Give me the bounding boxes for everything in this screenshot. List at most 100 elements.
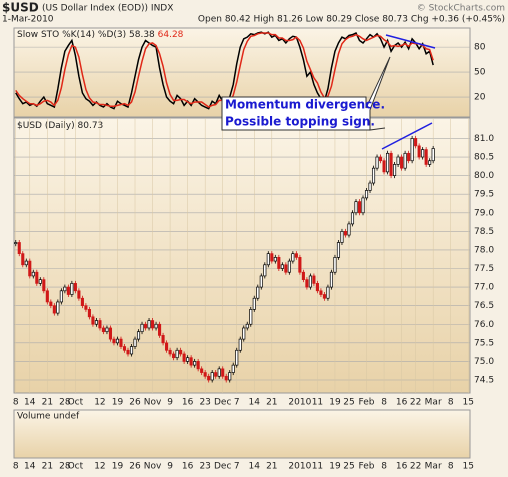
candle [410,138,414,162]
candle [175,349,179,359]
y-tick-label: 80.5 [474,153,494,163]
x-tick-label: 19 [329,462,341,472]
candle [284,264,288,273]
candle [77,290,81,299]
x-tick-label: 22 [410,462,421,472]
candle [136,331,141,340]
x-tick-label: 7 [234,398,240,408]
y-tick-label: 80 [474,43,486,53]
candle [122,346,127,351]
candle [379,156,383,162]
candle [263,264,267,277]
volume-label: Volume undef [17,412,80,422]
x-tick-label: 25 [343,462,354,472]
candle [333,257,337,273]
candle [189,357,193,366]
y-tick-label: 75.5 [474,338,494,348]
candle [91,316,95,325]
candle [35,271,39,284]
candle [154,323,158,329]
candle [364,190,369,199]
candle [207,375,211,381]
title: $USD [2,1,39,15]
candle [98,320,102,329]
candle [147,320,151,329]
x-tick-label: Mar [425,398,442,408]
y-tick-label: 20 [474,93,486,103]
x-tick-label: 26 [129,462,141,472]
candle [386,152,390,173]
source: © StockCharts.com [417,4,505,14]
x-tick-label: 21 [266,398,277,408]
candle [403,152,407,169]
candle [343,230,348,236]
candle [277,257,281,269]
y-tick-label: 76.5 [474,301,494,311]
candle [256,286,260,299]
x-tick-label: 14 [24,398,36,408]
candle [361,197,365,214]
candle [38,279,42,284]
candle [161,335,165,344]
candle [101,327,105,333]
candle [354,201,358,214]
candle [319,290,323,295]
candle [14,242,18,245]
x-tick-label: 22 [410,398,421,408]
candle [224,375,228,381]
candle [56,301,60,314]
candle [273,257,277,262]
candle [228,372,232,381]
candle [421,149,425,158]
trend-line [381,122,433,150]
candle [259,275,263,288]
candle [326,286,330,299]
x-tick-label: Dec [214,398,231,408]
candle [21,253,25,266]
stoch-legend-label: Slow STO %K(14) %D(3) [17,30,126,40]
candle [186,357,190,362]
candle [242,327,246,340]
candle [357,201,362,214]
x-tick-label: 8 [448,398,454,408]
candle [105,327,109,333]
candle [24,260,28,266]
candle [115,338,120,344]
candle [63,286,67,292]
candle [200,368,204,373]
candle [375,156,379,169]
candle [312,275,316,284]
x-tick-label: 12 [94,398,105,408]
candle [414,138,418,147]
candle [158,323,162,336]
x-tick-label: 16 [396,398,408,408]
x-tick-label: 8 [448,462,454,472]
x-tick-label: 14 [249,462,261,472]
candle [287,260,291,273]
candle [382,160,386,173]
subtitle: (US Dollar Index (EOD)) INDX [42,4,173,14]
candle [80,297,84,307]
candle [45,290,49,303]
candle [94,320,98,325]
candle [17,242,21,254]
candle [336,242,341,258]
candle [400,156,404,169]
candle [52,305,56,314]
y-tick-label: 81.0 [474,134,494,144]
candle [196,361,200,370]
candle [172,353,176,359]
x-tick-label: Oct [68,398,84,408]
x-tick-label: 7 [234,462,240,472]
x-tick-label: Oct [68,462,84,472]
candle [119,338,123,347]
candle [371,167,376,184]
candle [393,164,397,176]
x-tick-label: 16 [182,398,194,408]
candle [49,301,53,307]
price-last: 80.73 [78,121,104,131]
candle [266,253,270,266]
annotation: Momentum divergence. [225,98,385,112]
x-tick-label: Feb [359,398,375,408]
